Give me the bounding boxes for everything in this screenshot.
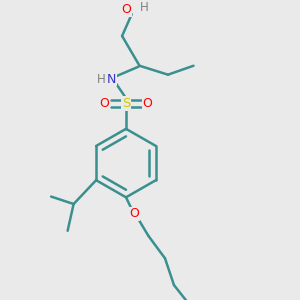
Text: O: O	[100, 97, 109, 110]
Text: O: O	[121, 3, 131, 16]
Text: O: O	[130, 207, 139, 220]
Text: O: O	[143, 97, 152, 110]
Text: H: H	[140, 1, 148, 14]
Text: N: N	[107, 73, 116, 85]
Text: H: H	[97, 73, 105, 85]
Text: S: S	[122, 97, 130, 110]
